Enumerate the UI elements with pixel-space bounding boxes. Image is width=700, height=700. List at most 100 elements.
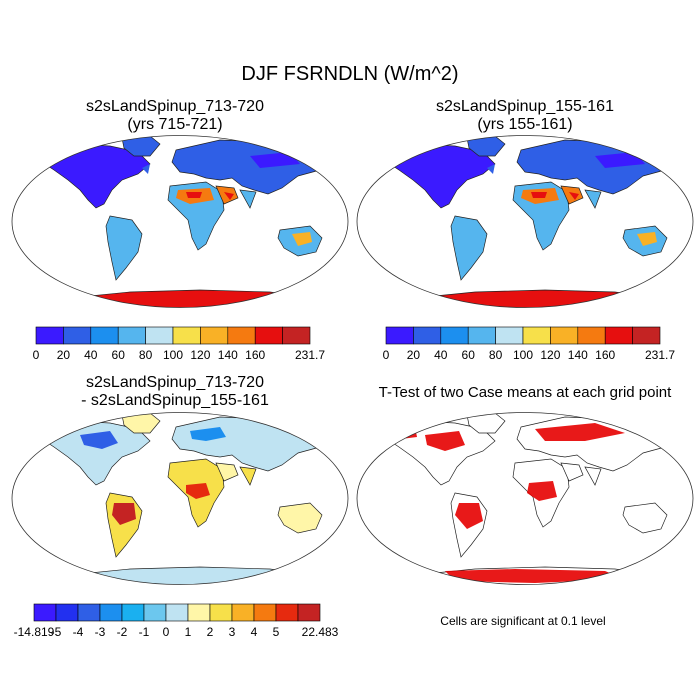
field-region [637,232,657,246]
field-region [292,232,312,246]
colorbar-tick-label: 100 [513,348,533,362]
colorbar-tick-label: 120 [540,348,560,362]
field-region [569,192,579,200]
landmass-arabia [215,462,239,482]
colorbar-swatch [121,603,145,622]
colorbar-tick-label: 60 [112,348,126,362]
colorbar-swatch [495,326,524,345]
field-region [112,503,136,525]
landmass-north-america [39,420,151,486]
significant-cells [455,503,483,529]
colorbar-tick-label: -3 [95,625,106,639]
field-region [224,192,234,200]
colorbar-swatch [99,603,123,622]
significant-cells [395,427,417,439]
colorbar-swatch [172,326,201,345]
landmass-india [239,466,257,486]
colorbar-tick-label: 3 [229,625,236,639]
panel-title-ttest: T-Test of two Case means at each grid po… [378,384,672,401]
field-region [487,164,495,174]
significant-cells [425,431,465,451]
colorbar-swatch [77,603,101,622]
map-panel-case2 [356,135,694,308]
field-region [186,483,210,499]
field-region [595,152,645,168]
colorbar-tick-label: 0 [163,625,170,639]
colorbar-swatch [282,326,311,345]
significant-cells [535,423,625,441]
field-region [531,192,547,198]
colorbar-swatch [275,603,299,622]
panel-title-line1: s2sLandSpinup_713-720 [86,98,264,115]
field-region [190,427,226,441]
significance-note: Cells are significant at 0.1 level [440,614,606,628]
map-panel-case1 [11,135,349,308]
landmass-arabia [560,462,584,482]
colorbar-swatch [632,326,661,345]
colorbar-swatch [35,326,64,345]
landmass-north-america [384,143,496,209]
colorbar-tick-label: 1 [185,625,192,639]
colorbar-swatch [209,603,233,622]
colorbar-case2: 0 20 40 60 80 100 120 140 160 231.7 [383,326,675,362]
landmass-india [584,466,602,486]
colorbar-tick-label: 20 [57,348,71,362]
colorbar-swatch [231,603,255,622]
panel-title-line1: s2sLandSpinup_155-161 [436,98,614,115]
map-panel-diff [11,412,349,585]
panel-title-line2: (yrs 155-161) [477,116,573,133]
colorbar-swatch [63,326,92,345]
colorbar-swatch [187,603,211,622]
colorbar-tick-label: 5 [273,625,280,639]
colorbar-tick-label: 160 [595,348,615,362]
landmass-north-america [39,143,151,209]
colorbar-swatch [90,326,119,345]
colorbar-tick-label: 22.483 [302,625,339,639]
colorbar-tick-label: -2 [117,625,128,639]
map-frame [356,412,694,585]
landmass-australia [622,502,668,534]
field-region [142,164,150,174]
landmass-south-america [450,215,488,281]
colorbar-swatch [297,603,321,622]
colorbar-tick-label: 120 [190,348,210,362]
landmass-india [239,189,257,209]
colorbar-swatch [143,603,167,622]
panel-title-line1: s2sLandSpinup_713-720 [86,374,264,391]
colorbar-tick-label: 80 [489,348,503,362]
colorbar-tick-label: 0 [33,348,40,362]
colorbar-swatch [467,326,496,345]
colorbar-tick-label: 231.7 [645,348,675,362]
significant-cells [527,481,557,501]
panel-title-line2: (yrs 715-721) [127,116,223,133]
colorbar-tick-label: 140 [568,348,588,362]
colorbar-tick-label: -14.819 [14,625,55,639]
colorbar-swatch [604,326,633,345]
colorbar-tick-label: 2 [207,625,214,639]
colorbar-swatch [253,603,277,622]
colorbar-tick-label: 160 [245,348,265,362]
colorbar-swatch [522,326,551,345]
colorbar-tick-label: 4 [251,625,258,639]
colorbar-tick-label: 80 [139,348,153,362]
panel-title-line2: - s2sLandSpinup_155-161 [81,392,269,409]
colorbar-swatch [413,326,442,345]
colorbar-tick-label: 231.7 [295,348,325,362]
colorbar-tick-label: -1 [139,625,150,639]
map-panel-ttest [356,412,694,585]
colorbar-swatch [440,326,469,345]
map-frame [356,135,694,308]
panel-title-case1: s2sLandSpinup_713-720 (yrs 715-721) [15,98,335,134]
colorbar-swatch [385,326,414,345]
colorbar-swatch [165,603,189,622]
colorbar-swatch [254,326,283,345]
landmass-australia [277,502,323,534]
colorbar-tick-label: 100 [163,348,183,362]
colorbar-swatch [200,326,229,345]
colorbar-swatch [227,326,256,345]
colorbar-swatch [33,603,57,622]
colorbar-swatch [550,326,579,345]
panel-title-case2: s2sLandSpinup_155-161 (yrs 155-161) [365,98,685,134]
colorbar-swatch [55,603,79,622]
figure-title: DJF FSRNDLN (W/m^2) [241,63,459,85]
